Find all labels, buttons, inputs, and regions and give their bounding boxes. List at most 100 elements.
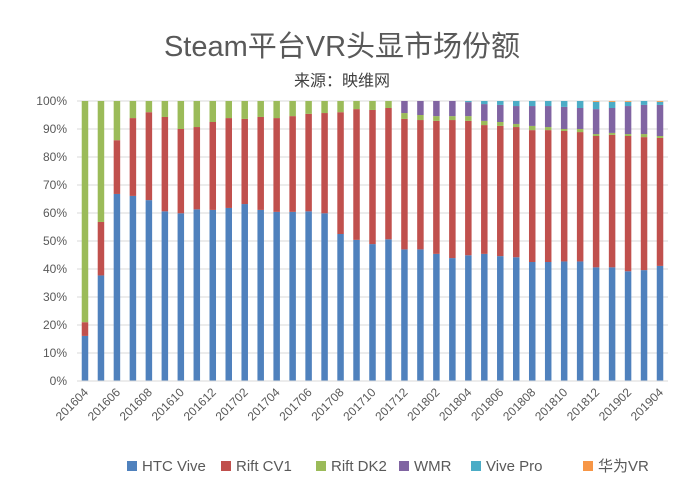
legend-label: WMR — [414, 458, 452, 475]
bar-segment-rift-dk2-201704 — [273, 101, 280, 119]
bar-segment-htc-vive-201811 — [576, 261, 584, 381]
bar-segment-rift-dk2-201812 — [592, 134, 600, 136]
bar-segment-rift-cv1-201611 — [193, 127, 201, 210]
x-tick-label: 201806 — [468, 385, 506, 423]
bar-segment-rift-cv1-201804 — [465, 120, 472, 256]
bar-segment-rift-dk2-201707 — [321, 101, 328, 114]
bar-segment-wmr-201810 — [560, 106, 568, 129]
bar-segment-rift-cv1-201810 — [560, 130, 568, 262]
bar-stack-201803 — [449, 101, 456, 381]
x-tick-label: 201606 — [85, 385, 123, 423]
bar-segment-rift-cv1-201808 — [528, 130, 536, 262]
bar-segment-wmr-201903 — [640, 104, 648, 135]
bar-segment-htc-vive-201901 — [608, 267, 616, 381]
bar-segment-htc-vive-201609 — [161, 211, 169, 381]
bar-segment-rift-dk2-201809 — [544, 127, 552, 131]
bar-segment-rift-cv1-201803 — [449, 120, 456, 259]
y-tick-label: 70% — [43, 178, 67, 192]
legend-label: Vive Pro — [486, 458, 542, 475]
bar-segment-htc-vive-201604 — [81, 335, 89, 381]
bar-segment-rift-cv1-201609 — [161, 116, 169, 212]
x-tick-label: 201706 — [277, 385, 315, 423]
chart-subtitle: 来源：映维网 — [294, 72, 390, 90]
bar-segment-htc-vive-201812 — [592, 267, 600, 381]
bar-segment-rift-dk2-201703 — [257, 101, 264, 117]
bar-segment-htc-vive-201610 — [177, 213, 185, 381]
bar-segment-rift-cv1-201709 — [353, 109, 360, 240]
bar-segment-rift-dk2-201811 — [576, 129, 584, 133]
legend-item: WMR — [399, 458, 452, 475]
legend-swatch — [471, 461, 481, 471]
bar-segment-rift-cv1-201712 — [401, 118, 408, 250]
bar-segment-rift-dk2-201901 — [608, 132, 616, 135]
bar-segment-rift-cv1-201903 — [640, 137, 648, 271]
y-tick-label: 80% — [43, 150, 67, 164]
bar-stack-201810 — [560, 101, 568, 381]
bar-segment-htc-vive-201607 — [129, 195, 137, 381]
bar-segment-vive-pro-201812 — [592, 101, 600, 110]
x-tick-label: 201702 — [213, 385, 251, 423]
x-tick-label: 201710 — [340, 385, 378, 423]
x-tick-label: 201708 — [308, 385, 346, 423]
y-tick-label: 30% — [43, 290, 67, 304]
bar-stack-201806 — [497, 101, 504, 381]
bar-segment-wmr-201807 — [513, 106, 520, 124]
y-tick-label: 0% — [50, 374, 68, 388]
bar-stack-201805 — [481, 101, 488, 381]
chart-title: Steam平台VR头显市场份额 — [164, 30, 520, 63]
bars — [81, 101, 664, 381]
bar-stack-201811 — [576, 101, 584, 381]
bar-segment-rift-dk2-201606 — [113, 101, 121, 141]
bar-segment-htc-vive-201904 — [656, 265, 664, 381]
x-tick-label: 201712 — [372, 385, 410, 423]
bar-segment-rift-dk2-201807 — [513, 123, 520, 128]
y-tick-label: 40% — [43, 262, 67, 276]
y-tick-label: 50% — [43, 234, 67, 248]
bar-segment-rift-cv1-201708 — [337, 112, 344, 234]
bar-segment-rift-cv1-201702 — [241, 118, 248, 205]
bar-stack-201809 — [544, 101, 552, 381]
bar-segment-htc-vive-201702 — [241, 204, 248, 381]
bar-segment-rift-cv1-201901 — [608, 134, 616, 268]
bar-segment-rift-cv1-201612 — [209, 122, 217, 210]
bar-stack-201801 — [417, 101, 424, 381]
bar-segment-rift-dk2-201701 — [225, 101, 232, 119]
bar-segment-rift-cv1-201811 — [576, 132, 584, 262]
bar-stack-201903 — [640, 101, 648, 381]
bar-segment-wmr-201805 — [481, 104, 488, 121]
bar-stack-201711 — [385, 101, 392, 381]
bar-segment-htc-vive-201705 — [289, 211, 296, 381]
bar-segment-wmr-201808 — [528, 106, 536, 126]
bar-segment-rift-cv1-201610 — [177, 129, 185, 214]
bar-segment-华为vr-201904 — [656, 101, 664, 102]
legend-swatch — [399, 461, 409, 471]
bar-segment-rift-dk2-201710 — [369, 101, 376, 110]
bar-segment-htc-vive-201708 — [337, 234, 344, 381]
legend-item: Rift CV1 — [221, 458, 292, 475]
bar-segment-htc-vive-201701 — [225, 207, 232, 381]
legend-item: Rift DK2 — [316, 458, 387, 475]
bar-segment-htc-vive-201608 — [145, 200, 153, 381]
bar-segment-rift-dk2-201708 — [337, 101, 344, 113]
bar-stack-201610 — [177, 101, 185, 381]
bar-segment-wmr-201804 — [465, 102, 472, 117]
bar-stack-201712 — [401, 101, 408, 381]
bar-segment-wmr-201901 — [608, 108, 616, 133]
bar-segment-htc-vive-201709 — [353, 239, 360, 381]
bar-stack-201807 — [513, 101, 520, 381]
legend-item: HTC Vive — [127, 458, 206, 475]
bar-stack-201608 — [145, 101, 153, 381]
bar-segment-vive-pro-201810 — [560, 101, 568, 107]
bar-segment-vive-pro-201808 — [528, 101, 536, 107]
bar-stack-201710 — [369, 101, 376, 381]
bar-segment-rift-cv1-201809 — [544, 130, 552, 262]
bar-segment-rift-cv1-201812 — [592, 136, 600, 268]
x-tick-label: 201902 — [596, 385, 634, 423]
bar-stack-201707 — [321, 101, 328, 381]
bar-segment-rift-dk2-201801 — [417, 115, 424, 121]
bar-segment-rift-cv1-201705 — [289, 116, 296, 212]
bar-segment-htc-vive-201903 — [640, 270, 648, 381]
bar-segment-vive-pro-201903 — [640, 101, 648, 105]
bar-segment-vive-pro-201806 — [497, 101, 504, 105]
